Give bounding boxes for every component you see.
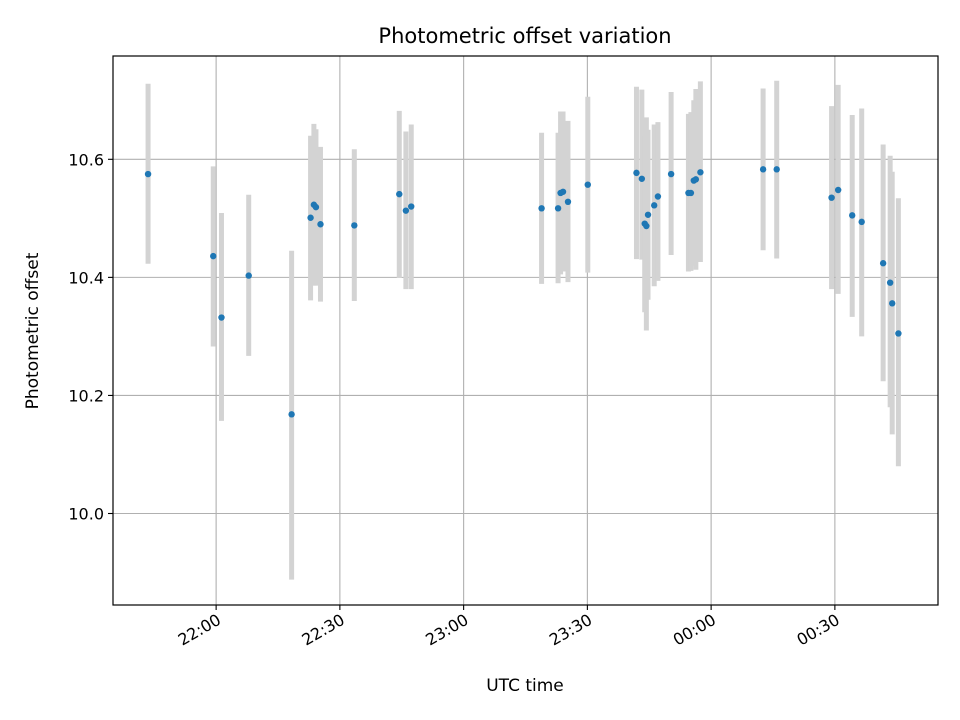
plot-area: 22:00 22:30 23:00 23:30 00:00 00:30 10.010.21… [68, 55, 939, 650]
y-axis-ticks: 10.0 10.2 10.4 10.6 [68, 150, 113, 524]
data-point [697, 169, 704, 176]
data-point [144, 170, 152, 178]
data-point [218, 314, 225, 321]
data-points [144, 166, 902, 418]
chart-title: Photometric offset variation [378, 24, 671, 48]
data-point [692, 176, 700, 183]
data-point [312, 203, 320, 211]
data-point [584, 181, 591, 188]
data-point [879, 260, 887, 267]
data-point [828, 194, 835, 201]
data-point [307, 214, 314, 221]
data-point [396, 190, 403, 198]
data-point [288, 411, 295, 418]
data-point [633, 169, 640, 177]
data-point [849, 212, 856, 219]
data-point [651, 202, 658, 209]
y-tick-label: 10.4 [68, 268, 104, 287]
y-tick-label: 10.0 [68, 505, 104, 524]
data-point [886, 279, 894, 286]
axes-background [113, 56, 938, 605]
data-point [889, 300, 896, 307]
data-point [643, 222, 650, 230]
data-point [554, 205, 562, 212]
data-point [538, 205, 545, 212]
data-point [559, 188, 567, 195]
data-point [317, 221, 324, 228]
y-tick-label: 10.6 [68, 150, 104, 169]
data-point [759, 166, 767, 173]
data-point [644, 211, 652, 218]
data-point [773, 166, 780, 173]
data-point [351, 222, 358, 229]
data-point [858, 218, 865, 226]
data-point [895, 330, 902, 337]
axes-frame [112, 55, 939, 606]
data-point [245, 272, 252, 279]
x-axis-label: UTC time [486, 676, 564, 696]
data-point [638, 175, 646, 182]
data-point [667, 170, 675, 178]
data-point [408, 203, 415, 210]
y-axis-label: Photometric offset [23, 252, 43, 409]
y-tick-label: 10.2 [68, 386, 104, 405]
data-point [687, 189, 695, 197]
data-point [654, 193, 662, 200]
data-point [402, 207, 410, 214]
data-point [834, 186, 842, 194]
data-point [210, 252, 217, 260]
data-point [564, 198, 572, 206]
